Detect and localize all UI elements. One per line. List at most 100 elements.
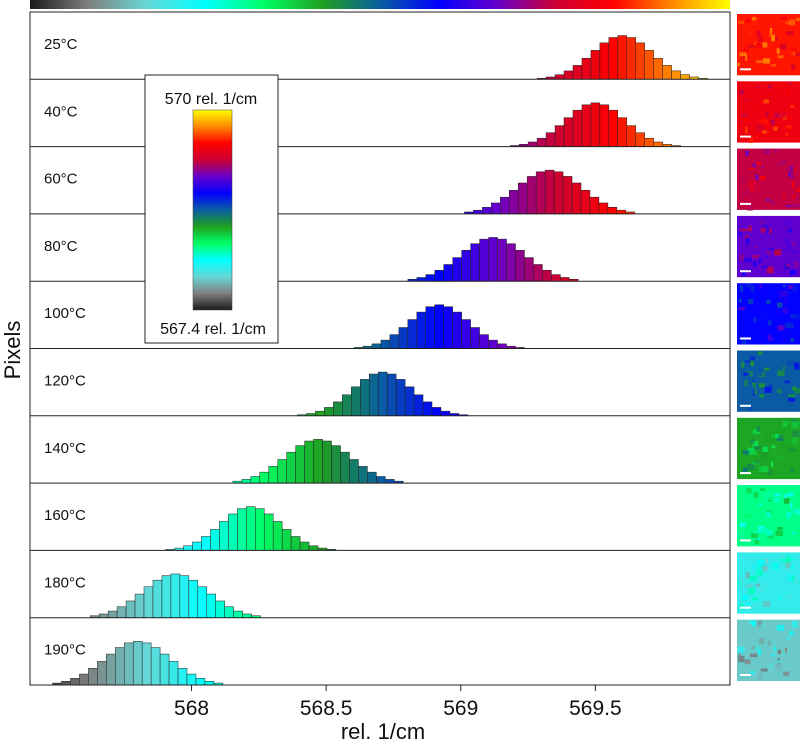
panel-180-c: 180°C (30, 573, 730, 619)
histogram-bar (563, 70, 574, 80)
histogram-bar (161, 575, 172, 618)
histogram-bar (551, 274, 561, 282)
histogram-bar (152, 579, 163, 618)
histogram-bar (560, 277, 570, 282)
histogram-bar (183, 545, 193, 551)
histogram-bar (554, 125, 565, 147)
histogram-bar (662, 65, 672, 80)
histogram-bar (107, 610, 118, 618)
histogram-bar (434, 304, 444, 349)
histogram-bar (545, 132, 556, 147)
panel-temperature-label: 100°C (44, 305, 86, 322)
histogram-bar (452, 311, 462, 349)
histogram-bar (351, 386, 361, 417)
histogram-bar (431, 407, 442, 417)
histogram-bar (206, 593, 216, 618)
histogram-bar (210, 529, 220, 551)
histogram-bar (404, 386, 415, 417)
histogram-bar (380, 339, 391, 349)
histogram-bar (535, 171, 546, 215)
histogram-bar (179, 575, 190, 618)
panel-temperature-label: 25°C (44, 36, 78, 53)
histogram-bar (371, 343, 382, 349)
histogram-bar (308, 545, 319, 551)
histogram-bar (536, 137, 547, 147)
histogram-bar (580, 190, 591, 215)
histogram-bar (443, 264, 453, 282)
histogram-bar (61, 681, 71, 686)
histogram-panels: 25°C 40°C 60°C 80°C 100°C 120°C 140°C 160°C 180°… (30, 35, 730, 686)
panel-temperature-label: 60°C (44, 171, 78, 188)
histogram-bar (349, 459, 359, 484)
panel-100-c: 100°C (30, 304, 730, 349)
histogram-bar (367, 471, 377, 484)
histogram-bar (324, 407, 334, 417)
histogram-bar (277, 459, 287, 484)
x-axis: 568 568.5 569 569.5 (174, 685, 622, 720)
histogram-bar (188, 579, 199, 618)
histogram-bar (608, 109, 619, 147)
histogram-bar (295, 445, 305, 484)
histogram-bar (304, 440, 314, 484)
histogram-bar (635, 132, 645, 147)
histogram-bar (509, 190, 519, 215)
histogram-bar (215, 600, 225, 618)
panel-140-c: 140°C (30, 439, 730, 484)
histogram-bar (88, 668, 98, 686)
histogram-bar (413, 394, 424, 417)
histogram-bar (526, 176, 537, 215)
panel-25-c: 25°C (30, 35, 730, 80)
histogram-bar (242, 613, 252, 618)
y-axis-label: Pixels (0, 321, 25, 380)
histogram-bar (470, 327, 480, 349)
thumbnail-60-c (737, 148, 800, 211)
histogram-bar (358, 466, 368, 484)
histogram-bar (286, 451, 296, 484)
histogram-bar (313, 439, 323, 484)
histogram-bar (553, 171, 564, 215)
histogram-bar (416, 311, 427, 349)
histogram-bar (617, 35, 628, 80)
histogram-bar (533, 264, 543, 282)
histogram-bar (125, 600, 136, 618)
histogram-bar (653, 58, 663, 80)
histogram-bar (461, 319, 471, 349)
histogram-bar (671, 70, 681, 80)
panel-160-c: 160°C (30, 506, 730, 551)
panel-temperature-label: 80°C (44, 238, 78, 255)
thumbnail-25-c (737, 14, 800, 76)
histogram-bar (616, 209, 627, 215)
legend-max-label: 570 rel. 1/cm (165, 91, 257, 108)
histogram-bar (497, 343, 507, 349)
histogram-bar (680, 74, 690, 80)
histogram-bar (470, 243, 480, 282)
histogram-bar (281, 529, 292, 551)
histogram-bar (272, 521, 283, 551)
histogram-bar (333, 401, 343, 417)
histogram-bar (116, 606, 127, 618)
histogram-bar (644, 137, 654, 147)
histogram-bar (123, 642, 134, 686)
histogram-bar (644, 50, 654, 80)
histogram-bar (268, 466, 278, 484)
histogram-bar (479, 334, 489, 349)
histogram-bar (250, 476, 261, 484)
histogram-bar (517, 182, 528, 215)
histogram-bar (368, 373, 379, 417)
histogram-bar (443, 306, 453, 349)
histogram-bar (491, 202, 501, 215)
panel-80-c: 80°C (30, 237, 730, 282)
panel-temperature-label: 140°C (44, 440, 86, 457)
histogram-bar (177, 668, 188, 686)
histogram-bar (452, 257, 462, 282)
thumbnail-100-c (737, 283, 800, 345)
panel-40-c: 40°C (30, 102, 730, 148)
histogram-bar (482, 207, 492, 215)
histogram-bar (79, 673, 89, 686)
panel-temperature-label: 190°C (44, 642, 86, 659)
histogram-bar (425, 274, 436, 282)
histogram-bar (115, 647, 125, 686)
histogram-bar (168, 661, 179, 686)
histogram-bar (608, 37, 619, 80)
histogram-bar (259, 471, 270, 484)
